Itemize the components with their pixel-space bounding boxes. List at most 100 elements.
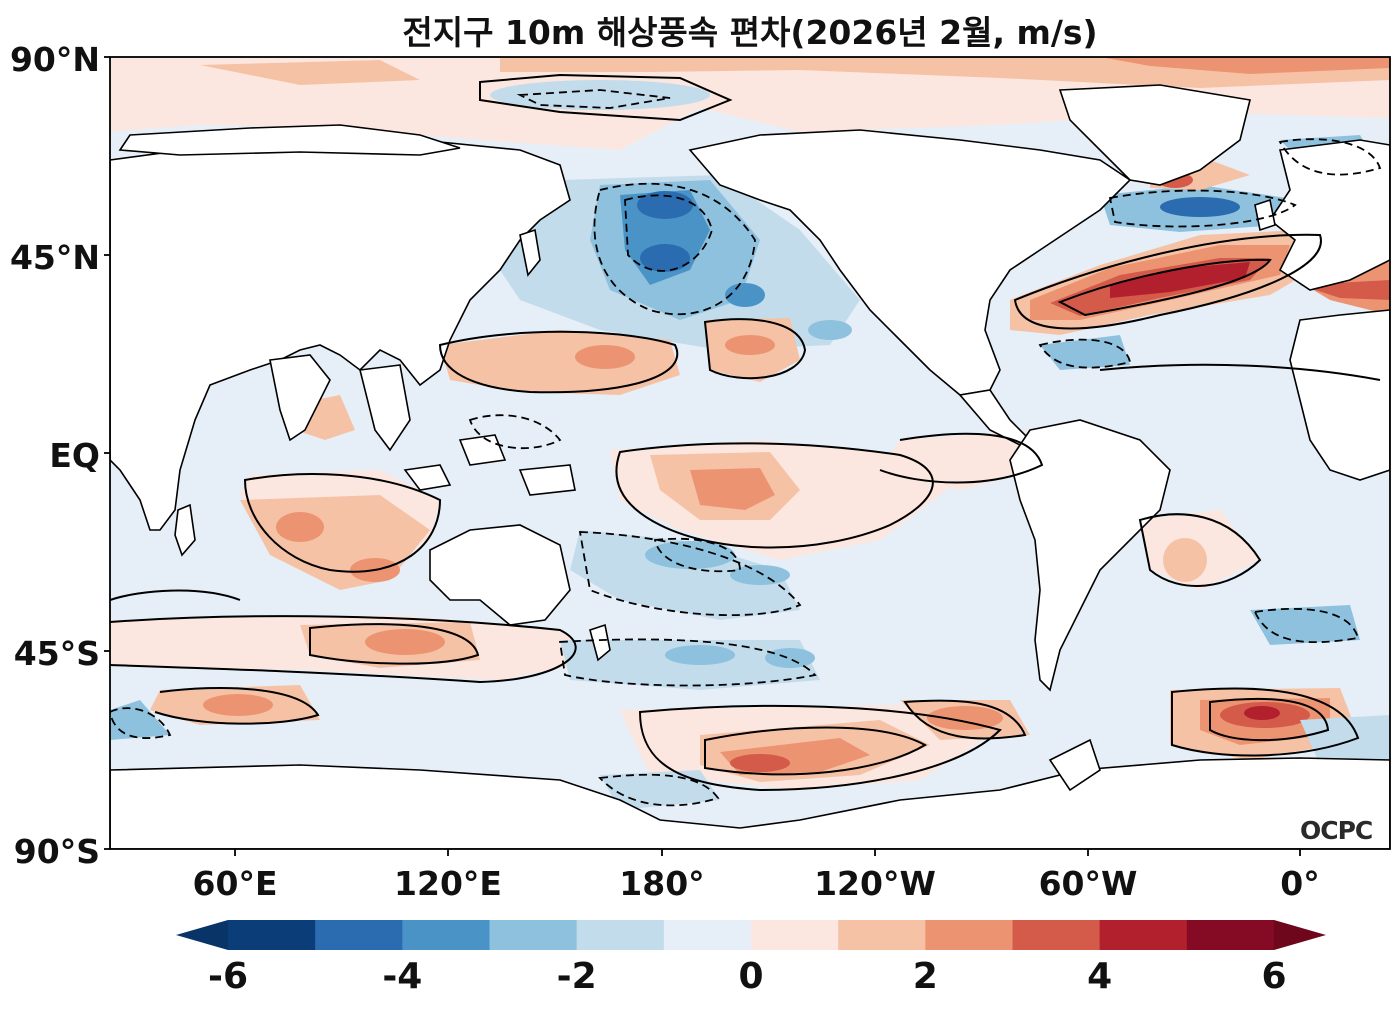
landmass <box>118 124 461 156</box>
colorbar-segment <box>1012 920 1101 950</box>
colorbar-segment <box>315 920 403 950</box>
landmass <box>359 364 411 452</box>
ocpc-logo: OCPC <box>1300 816 1373 845</box>
lat-label-45n: 45°N <box>9 238 100 277</box>
colorbar-segment <box>228 920 316 950</box>
contour-line <box>154 686 320 725</box>
anomaly-patch <box>1160 197 1240 217</box>
anomaly-patch <box>765 648 815 668</box>
contour-line-negative <box>598 773 720 807</box>
lat-label-90s: 90°S <box>13 832 100 871</box>
colorbar-tick-label: -4 <box>382 956 423 997</box>
contour-line <box>903 699 1027 740</box>
colorbar-segment <box>402 920 490 950</box>
contour-line-negative <box>1108 189 1297 228</box>
lon-label-120w: 120°W <box>814 864 936 903</box>
contour-line <box>1138 513 1262 587</box>
contour-line-negative <box>1278 138 1382 176</box>
land <box>110 84 1390 849</box>
contour-line <box>638 704 1002 792</box>
colorbar-segment <box>1099 920 1188 950</box>
colorbar-segment <box>663 920 752 950</box>
colorbar-segment <box>576 920 665 950</box>
colorbar-segment <box>489 920 578 950</box>
colorbar-over-arrow <box>1274 920 1326 950</box>
lon-label-60w: 60°W <box>1038 864 1138 903</box>
anomaly-patch <box>203 694 273 716</box>
contour-line <box>110 589 241 601</box>
landmass <box>1058 84 1251 186</box>
axis-ticks <box>104 56 1301 856</box>
anomaly-patch <box>1100 57 1390 74</box>
anomaly-patch <box>1163 538 1207 582</box>
landmass <box>429 524 571 626</box>
landmass <box>1268 139 1390 291</box>
anomaly-patch <box>725 335 775 355</box>
chart-title: 전지구 10m 해상풍속 편차(2026년 2월, m/s) <box>402 13 1098 52</box>
colorbar-tick-label: 2 <box>912 956 938 997</box>
contour-line-negative <box>1253 607 1360 644</box>
landmass <box>1289 309 1390 481</box>
anomaly-patch <box>665 645 735 665</box>
anomaly-patch <box>600 770 720 810</box>
contour-line <box>1209 697 1330 742</box>
landmass <box>688 129 1132 396</box>
contour-line-negative <box>110 707 172 739</box>
landmass <box>1254 198 1276 232</box>
contour-line <box>1057 258 1272 317</box>
colorbar-tick-label: -6 <box>208 956 248 997</box>
lon-label-0: 0° <box>1280 864 1320 903</box>
anomaly-patch <box>730 565 790 585</box>
contour-line <box>703 318 807 380</box>
anomaly-patch <box>725 283 765 307</box>
colorbar-under-arrow <box>176 920 228 950</box>
contour-line-negative <box>558 638 817 687</box>
colorbar-tick-label: 4 <box>1087 956 1113 997</box>
anomaly-patch <box>1244 706 1280 720</box>
lon-label-60e: 60°E <box>192 864 278 903</box>
contour-line <box>243 473 442 573</box>
anomaly-patch <box>690 468 775 510</box>
anomaly-patch <box>365 629 445 655</box>
landmass <box>519 228 541 277</box>
anomaly-patch <box>808 320 852 340</box>
contour-line <box>615 442 934 549</box>
contour-line <box>1171 687 1360 757</box>
anomaly-patch <box>1040 335 1130 370</box>
landmass <box>403 464 452 491</box>
landmass <box>518 464 576 496</box>
anomaly-patch <box>575 345 635 369</box>
landmass <box>110 139 571 531</box>
anomaly-patch <box>1110 262 1250 298</box>
anomaly-field <box>110 57 1390 849</box>
contour-line <box>704 726 928 776</box>
colorbar-tick-label: -2 <box>556 956 597 997</box>
landmass <box>589 623 611 662</box>
colorbar-tick-label: 0 <box>738 956 764 997</box>
contour-line <box>438 330 679 394</box>
anomaly-patch <box>110 700 170 740</box>
anomaly-patch <box>276 512 324 542</box>
anomaly-patch <box>1300 715 1390 765</box>
lat-label-45s: 45°S <box>13 634 100 673</box>
anomaly-patch <box>440 330 680 395</box>
contour-line-negative <box>516 89 671 109</box>
dashed-contours <box>110 89 1382 807</box>
anomaly-patch <box>200 60 420 85</box>
contour-line-negative <box>653 537 741 573</box>
colorbar-segment <box>1186 920 1275 950</box>
colorbar-tick-label: 6 <box>1261 956 1287 997</box>
landmass <box>1009 419 1171 692</box>
lon-label-120e: 120°E <box>394 864 502 903</box>
contours <box>110 73 1381 792</box>
contour-line-negative <box>1038 338 1132 369</box>
lon-label-180: 180° <box>619 864 705 903</box>
lat-label-90n: 90°N <box>9 40 100 79</box>
contour-line <box>479 73 733 122</box>
landmass <box>458 434 507 466</box>
anomaly-patch <box>560 640 820 690</box>
landmass <box>174 503 196 557</box>
landmass <box>1048 738 1101 792</box>
anomaly-patch <box>880 430 1040 490</box>
